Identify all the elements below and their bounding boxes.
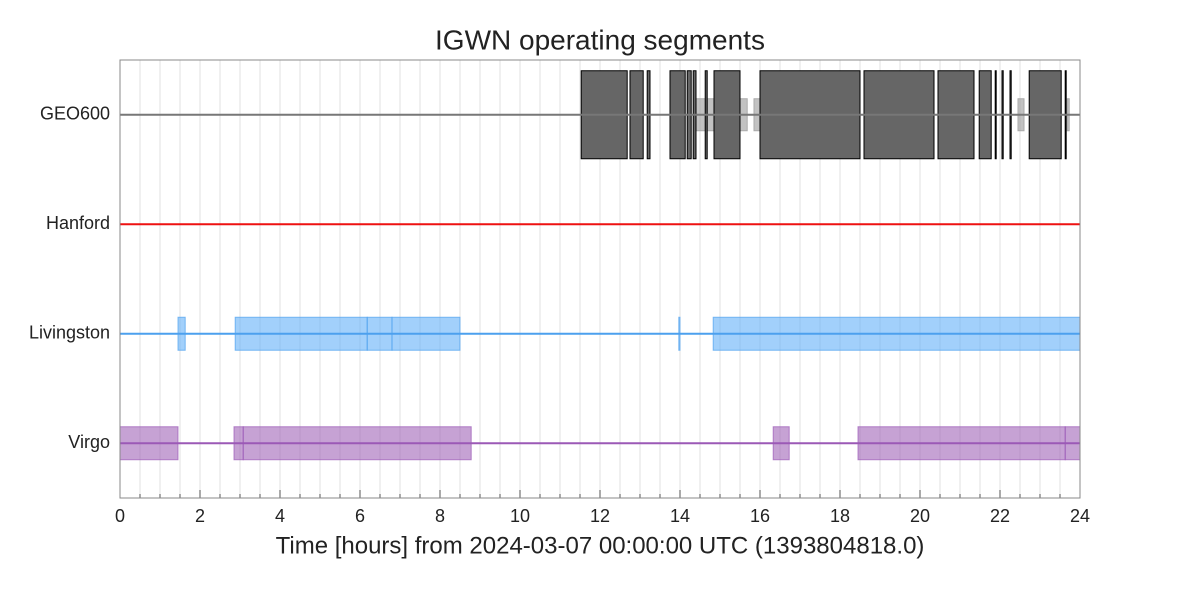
- x-tick-label: 16: [750, 506, 770, 526]
- x-tick-label: 22: [990, 506, 1010, 526]
- chart-title: IGWN operating segments: [435, 24, 765, 55]
- x-tick-label: 12: [590, 506, 610, 526]
- y-tick-label: Livingston: [29, 323, 110, 343]
- x-tick-label: 2: [195, 506, 205, 526]
- x-tick-label: 24: [1070, 506, 1090, 526]
- x-tick-label: 8: [435, 506, 445, 526]
- x-tick-label: 4: [275, 506, 285, 526]
- x-axis-label: Time [hours] from 2024-03-07 00:00:00 UT…: [276, 532, 925, 559]
- y-tick-label: Virgo: [68, 432, 110, 452]
- plot-frame: [119, 59, 1081, 499]
- x-tick-label: 14: [670, 506, 690, 526]
- x-tick-label: 0: [115, 506, 125, 526]
- x-tick-label: 6: [355, 506, 365, 526]
- x-tick-label: 18: [830, 506, 850, 526]
- y-tick-label: Hanford: [46, 213, 110, 233]
- x-tick-label: 20: [910, 506, 930, 526]
- y-tick-label: GEO600: [40, 104, 110, 124]
- x-tick-label: 10: [510, 506, 530, 526]
